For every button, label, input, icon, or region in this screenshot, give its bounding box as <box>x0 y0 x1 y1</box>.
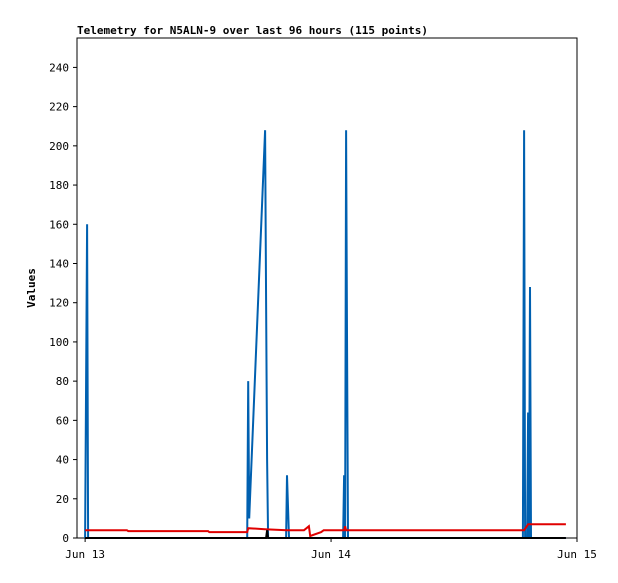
y-tick-label: 80 <box>56 375 69 388</box>
y-tick-label: 180 <box>49 179 69 192</box>
y-tick-label: 160 <box>49 218 69 231</box>
y-tick-label: 0 <box>62 532 69 545</box>
y-tick-label: 100 <box>49 336 69 349</box>
series-line <box>85 530 566 539</box>
y-tick-label: 240 <box>49 61 69 74</box>
y-tick-label: 60 <box>56 414 69 427</box>
y-tick-label: 40 <box>56 454 69 467</box>
chart-title: Telemetry for N5ALN-9 over last 96 hours… <box>77 24 428 37</box>
series-line <box>85 523 566 538</box>
y-tick-label: 20 <box>56 493 69 506</box>
y-tick-label: 120 <box>49 297 69 310</box>
plot-frame <box>76 37 578 539</box>
x-tick-label: Jun 15 <box>557 548 597 561</box>
series-line <box>84 130 566 539</box>
y-tick-label: 220 <box>49 101 69 114</box>
x-tick-label: Jun 14 <box>311 548 351 561</box>
y-axis-label: Values <box>25 268 38 308</box>
y-tick-label: 200 <box>49 140 69 153</box>
x-tick-label: Jun 13 <box>65 548 105 561</box>
y-tick-label: 140 <box>49 257 69 270</box>
